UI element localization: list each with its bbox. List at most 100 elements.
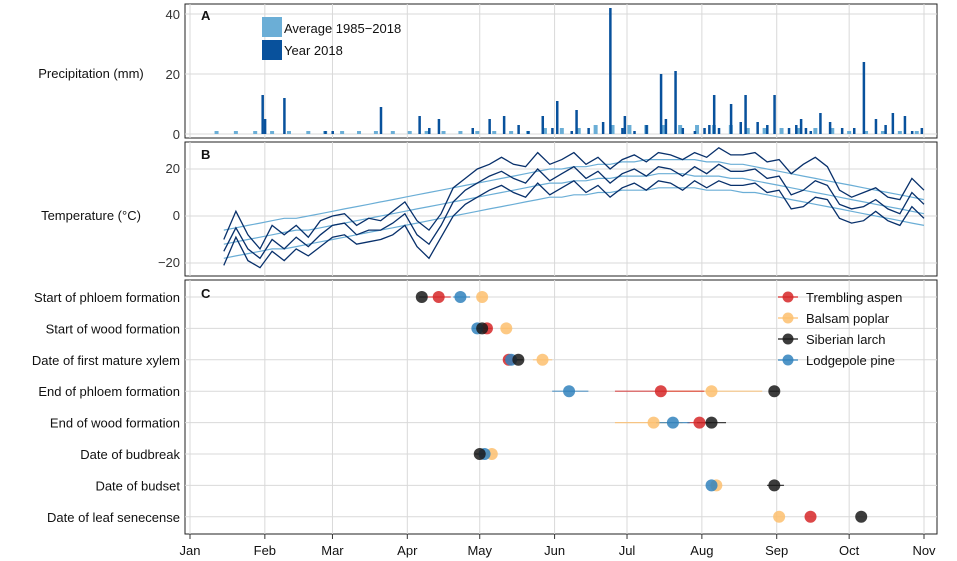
precip-2018-bar-21 xyxy=(609,8,612,134)
phenology-points xyxy=(415,291,868,523)
point-siberian_larch-1 xyxy=(476,322,489,335)
precip-2018-bar-31 xyxy=(703,128,706,134)
legend-average-label: Average 1985−2018 xyxy=(284,21,401,36)
panel-a-frame xyxy=(184,3,938,139)
point-siberian_larch-4 xyxy=(705,416,718,429)
precip-2018-bar-55 xyxy=(910,131,914,134)
precip-avg-bar-31 xyxy=(745,128,750,134)
x-tick-label-oct: Oct xyxy=(839,543,860,558)
x-tick-label-mar: Mar xyxy=(321,543,344,558)
precip-2018-bar-33 xyxy=(712,95,716,134)
legend-2018-swatch xyxy=(262,40,282,60)
precip-avg-bar-36 xyxy=(830,128,835,134)
precip-tick-40: 40 xyxy=(166,7,180,22)
precip-2018-bar-5 xyxy=(379,107,383,134)
precip-avg-bar-34 xyxy=(796,128,801,134)
point-siberian_larch-0 xyxy=(415,291,428,303)
category-label-3: End of phloem formation xyxy=(38,384,180,399)
point-trembling_aspen-3 xyxy=(654,385,667,398)
precip-avg-bar-17 xyxy=(509,131,514,134)
precipitation-bars xyxy=(214,8,924,134)
precip-2018-bar-1 xyxy=(263,119,267,134)
precip-2018-bar-51 xyxy=(874,119,878,134)
point-siberian_larch-5 xyxy=(473,448,486,460)
precip-2018-bar-9 xyxy=(471,128,474,134)
precip-avg-bar-19 xyxy=(542,128,547,134)
legend-label-siberian_larch: Siberian larch xyxy=(806,332,886,347)
temp-line-5 xyxy=(223,179,925,269)
x-tick-label-feb: Feb xyxy=(254,543,276,558)
precip-2018-bar-52 xyxy=(884,125,887,134)
precip-2018-bar-47 xyxy=(828,122,832,134)
precip-avg-bar-28 xyxy=(695,125,700,134)
precip-avg-bar-14 xyxy=(458,131,463,134)
x-tick-label-jan: Jan xyxy=(180,543,201,558)
precip-tick-0: 0 xyxy=(173,127,180,142)
precip-2018-bar-2 xyxy=(283,98,286,134)
category-label-2: Date of first mature xylem xyxy=(32,353,180,368)
precip-avg-bar-2 xyxy=(253,131,258,134)
precip-2018-bar-40 xyxy=(773,95,776,134)
point-lodgepole_pine-6 xyxy=(705,479,718,492)
precip-2018-bar-22 xyxy=(621,128,624,134)
precip-2018-bar-43 xyxy=(799,119,803,134)
point-balsam_poplar-7 xyxy=(773,510,786,523)
legend-dot-trembling_aspen xyxy=(782,291,794,303)
precip-2018-bar-8 xyxy=(437,119,441,134)
point-trembling_aspen-4 xyxy=(693,416,706,429)
category-label-7: Date of leaf senecense xyxy=(47,510,180,525)
x-tick-label-aug: Aug xyxy=(690,543,713,558)
precip-avg-bar-33 xyxy=(779,128,784,134)
point-trembling_aspen-0 xyxy=(432,291,445,303)
temp-line-1 xyxy=(223,173,925,245)
precip-avg-bar-15 xyxy=(475,131,480,134)
point-balsam_poplar-0 xyxy=(476,291,489,303)
category-label-0: Start of phloem formation xyxy=(34,290,180,305)
precip-avg-bar-23 xyxy=(610,125,615,134)
precip-2018-bar-19 xyxy=(587,128,590,134)
month-axis: Jan Feb Mar Apr May Jun Jul Aug Sep Oct Nov xyxy=(180,534,936,558)
precip-avg-bar-4 xyxy=(286,131,291,134)
point-balsam_poplar-4 xyxy=(647,416,660,429)
point-siberian_larch-2 xyxy=(512,353,525,366)
precip-2018-bar-45 xyxy=(809,131,813,134)
precip-2018-bar-15 xyxy=(551,128,554,134)
species-legend: Trembling aspen Balsam poplar Siberian lar… xyxy=(778,290,902,368)
temp-line-3 xyxy=(223,147,925,251)
precip-2018-bar-4 xyxy=(331,131,334,134)
precip-2018-bar-48 xyxy=(840,128,844,134)
precip-2018-bar-38 xyxy=(756,122,759,134)
precip-avg-bar-26 xyxy=(661,125,666,134)
point-trembling_aspen-5 xyxy=(804,510,817,523)
precip-avg-bar-22 xyxy=(593,125,598,134)
precip-2018-bar-49 xyxy=(852,128,856,134)
temp-tick-minus20: −20 xyxy=(158,255,180,270)
precip-avg-bar-27 xyxy=(678,125,683,134)
precip-avg-bar-35 xyxy=(813,128,818,134)
precip-2018-bar-42 xyxy=(795,125,798,134)
precip-2018-bar-53 xyxy=(891,113,895,134)
legend-label-balsam_poplar: Balsam poplar xyxy=(806,311,890,326)
temp-tick-0: 0 xyxy=(173,208,180,223)
precip-avg-bar-11 xyxy=(407,131,412,134)
precip-avg-bar-38 xyxy=(864,131,869,134)
legend-2018-label: Year 2018 xyxy=(284,43,343,58)
precipitation-axis-label: Precipitation (mm) xyxy=(38,66,143,81)
precip-2018-bar-10 xyxy=(488,119,491,134)
x-tick-label-may: May xyxy=(467,543,492,558)
precip-2018-bar-36 xyxy=(739,122,742,134)
precip-avg-bar-21 xyxy=(576,128,581,134)
temp-tick-20: 20 xyxy=(166,161,180,176)
legend-average-swatch xyxy=(262,17,282,37)
point-balsam_poplar-1 xyxy=(500,322,513,335)
precip-2018-bar-23 xyxy=(623,116,627,134)
precip-avg-bar-8 xyxy=(357,131,362,134)
category-label-1: Start of wood formation xyxy=(46,321,180,336)
category-label-4: End of wood formation xyxy=(50,416,180,431)
precip-2018-bar-27 xyxy=(664,119,668,134)
precip-2018-bar-3 xyxy=(324,131,327,134)
precip-2018-bar-54 xyxy=(903,116,907,134)
precip-avg-bar-39 xyxy=(880,131,885,134)
precip-2018-bar-35 xyxy=(729,104,733,134)
